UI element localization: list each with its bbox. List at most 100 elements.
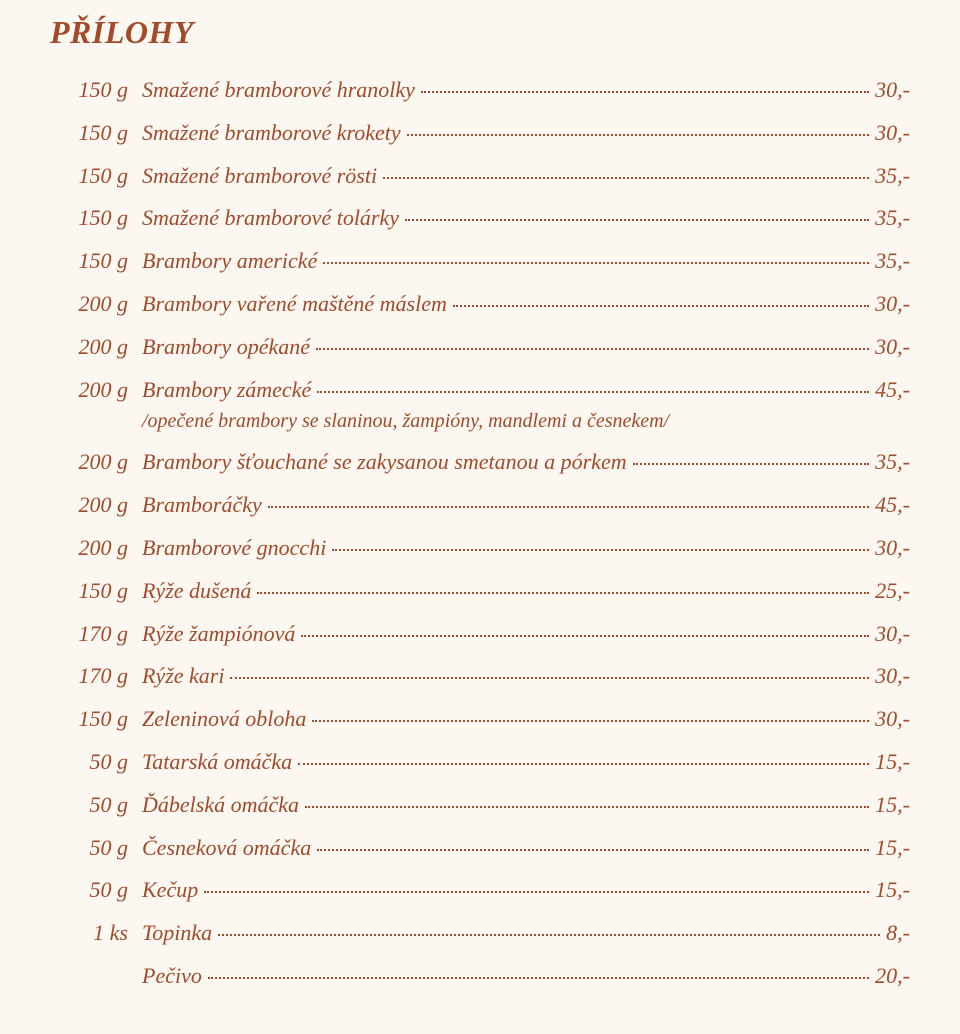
item-name: Brambory šťouchané se zakysanou smetanou… bbox=[142, 447, 627, 478]
item-name: Rýže dušená bbox=[142, 576, 251, 607]
dot-leader bbox=[453, 305, 869, 307]
dot-leader bbox=[316, 348, 869, 350]
dot-leader bbox=[383, 177, 869, 179]
dot-leader bbox=[301, 635, 869, 637]
item-name: Tatarská omáčka bbox=[142, 747, 292, 778]
dot-leader bbox=[204, 891, 869, 893]
menu-item: 170 gRýže žampiónová 30,- bbox=[50, 619, 910, 650]
item-name: Topinka bbox=[142, 918, 212, 949]
item-price: 45,- bbox=[875, 490, 910, 521]
menu-list: 150 gSmažené bramborové hranolky30,-150 … bbox=[50, 75, 910, 992]
menu-item: 150 gSmažené bramborové hranolky 30,- bbox=[50, 75, 910, 106]
item-name: Kečup bbox=[142, 875, 198, 906]
item-price: 35,- bbox=[875, 161, 910, 192]
item-quantity: 150 g bbox=[50, 118, 142, 149]
item-price: 15,- bbox=[875, 875, 910, 906]
item-quantity: 50 g bbox=[50, 747, 142, 778]
item-price: 30,- bbox=[875, 289, 910, 320]
item-price: 30,- bbox=[875, 75, 910, 106]
dot-leader bbox=[633, 463, 870, 465]
item-quantity: 150 g bbox=[50, 246, 142, 277]
item-name: Smažené bramborové hranolky bbox=[142, 75, 415, 106]
dot-leader bbox=[317, 391, 869, 393]
menu-item: 150 gZeleninová obloha 30,- bbox=[50, 704, 910, 735]
item-name: Ďábelská omáčka bbox=[142, 790, 299, 821]
dot-leader bbox=[407, 134, 870, 136]
item-quantity: 200 g bbox=[50, 490, 142, 521]
menu-item: 200 gBrambory zámecké 45,-/opečené brambo… bbox=[50, 375, 910, 436]
item-price: 30,- bbox=[875, 332, 910, 363]
menu-item: 200 gBrambory šťouchané se zakysanou sme… bbox=[50, 447, 910, 478]
item-quantity: 170 g bbox=[50, 661, 142, 692]
menu-item: 150 gBrambory americké 35,- bbox=[50, 246, 910, 277]
dot-leader bbox=[317, 849, 869, 851]
menu-item: Pečivo 20,- bbox=[50, 961, 910, 992]
item-name: Rýže žampiónová bbox=[142, 619, 295, 650]
item-note: /opečené brambory se slaninou, žampióny,… bbox=[142, 407, 910, 435]
dot-leader bbox=[312, 720, 869, 722]
menu-item: 50 gKečup15,- bbox=[50, 875, 910, 906]
item-name: Brambory vařené maštěné máslem bbox=[142, 289, 447, 320]
item-price: 15,- bbox=[875, 747, 910, 778]
menu-item: 1 ksTopinka 8,- bbox=[50, 918, 910, 949]
item-name: Zeleninová obloha bbox=[142, 704, 306, 735]
item-name: Bramborové gnocchi bbox=[142, 533, 326, 564]
menu-item: 200 gBramborové gnocchi 30,- bbox=[50, 533, 910, 564]
item-quantity: 170 g bbox=[50, 619, 142, 650]
item-name: Česneková omáčka bbox=[142, 833, 311, 864]
item-quantity: 150 g bbox=[50, 75, 142, 106]
item-quantity: 200 g bbox=[50, 533, 142, 564]
dot-leader bbox=[208, 977, 869, 979]
menu-item: 200 gBrambory vařené maštěné máslem 30,- bbox=[50, 289, 910, 320]
item-price: 45,- bbox=[875, 375, 910, 406]
menu-page: PŘÍLOHY 150 gSmažené bramborové hranolky… bbox=[0, 0, 960, 1034]
item-name: Brambory americké bbox=[142, 246, 317, 277]
item-quantity: 150 g bbox=[50, 704, 142, 735]
dot-leader bbox=[298, 763, 869, 765]
item-name: Bramboráčky bbox=[142, 490, 262, 521]
dot-leader bbox=[257, 592, 869, 594]
dot-leader bbox=[218, 934, 880, 936]
item-name: Brambory zámecké bbox=[142, 375, 311, 406]
item-price: 30,- bbox=[875, 661, 910, 692]
item-price: 35,- bbox=[875, 447, 910, 478]
item-quantity: 200 g bbox=[50, 289, 142, 320]
section-heading: PŘÍLOHY bbox=[50, 14, 910, 51]
item-price: 35,- bbox=[875, 246, 910, 277]
item-name: Smažené bramborové tolárky bbox=[142, 203, 399, 234]
item-quantity: 200 g bbox=[50, 375, 142, 406]
item-price: 30,- bbox=[875, 704, 910, 735]
item-name: Smažené bramborové rösti bbox=[142, 161, 377, 192]
dot-leader bbox=[268, 506, 869, 508]
item-quantity: 50 g bbox=[50, 833, 142, 864]
menu-item: 50 gČesneková omáčka 15,- bbox=[50, 833, 910, 864]
item-price: 20,- bbox=[875, 961, 910, 992]
dot-leader bbox=[421, 91, 869, 93]
item-price: 8,- bbox=[886, 918, 910, 949]
item-name: Pečivo bbox=[142, 961, 202, 992]
item-price: 30,- bbox=[875, 619, 910, 650]
item-price: 15,- bbox=[875, 833, 910, 864]
menu-item: 170 gRýže kari 30,- bbox=[50, 661, 910, 692]
item-price: 15,- bbox=[875, 790, 910, 821]
item-quantity: 200 g bbox=[50, 332, 142, 363]
dot-leader bbox=[230, 677, 869, 679]
item-name: Rýže kari bbox=[142, 661, 224, 692]
menu-item: 50 gTatarská omáčka 15,- bbox=[50, 747, 910, 778]
item-price: 35,- bbox=[875, 203, 910, 234]
item-price: 30,- bbox=[875, 118, 910, 149]
menu-item: 200 gBramboráčky 45,- bbox=[50, 490, 910, 521]
item-price: 30,- bbox=[875, 533, 910, 564]
item-quantity: 150 g bbox=[50, 203, 142, 234]
menu-item: 150 gSmažené bramborové tolárky 35,- bbox=[50, 203, 910, 234]
dot-leader bbox=[332, 549, 869, 551]
dot-leader bbox=[305, 806, 869, 808]
dot-leader bbox=[323, 262, 869, 264]
item-quantity: 150 g bbox=[50, 576, 142, 607]
item-price: 25,- bbox=[875, 576, 910, 607]
menu-item: 150 gSmažené bramborové rösti 35,- bbox=[50, 161, 910, 192]
item-quantity: 200 g bbox=[50, 447, 142, 478]
menu-item: 150 gSmažené bramborové krokety30,- bbox=[50, 118, 910, 149]
item-quantity: 150 g bbox=[50, 161, 142, 192]
item-quantity: 50 g bbox=[50, 790, 142, 821]
